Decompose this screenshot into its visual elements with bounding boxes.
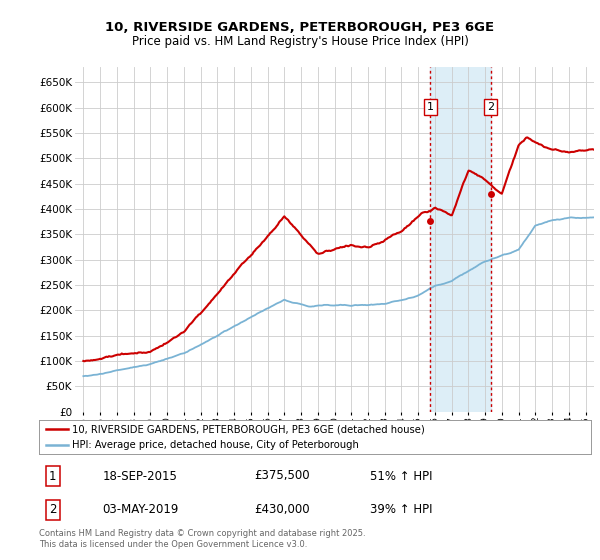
Text: £375,500: £375,500 bbox=[254, 469, 310, 483]
Text: HPI: Average price, detached house, City of Peterborough: HPI: Average price, detached house, City… bbox=[72, 440, 359, 450]
Text: 1: 1 bbox=[427, 102, 434, 112]
Text: 18-SEP-2015: 18-SEP-2015 bbox=[103, 469, 178, 483]
Text: Contains HM Land Registry data © Crown copyright and database right 2025.
This d: Contains HM Land Registry data © Crown c… bbox=[39, 529, 365, 549]
Text: 10, RIVERSIDE GARDENS, PETERBOROUGH, PE3 6GE (detached house): 10, RIVERSIDE GARDENS, PETERBOROUGH, PE3… bbox=[72, 424, 425, 434]
Text: 51% ↑ HPI: 51% ↑ HPI bbox=[370, 469, 433, 483]
Text: £430,000: £430,000 bbox=[254, 503, 310, 516]
Text: 2: 2 bbox=[49, 503, 56, 516]
Text: 2: 2 bbox=[487, 102, 494, 112]
Bar bbox=[430, 67, 491, 412]
Text: Price paid vs. HM Land Registry's House Price Index (HPI): Price paid vs. HM Land Registry's House … bbox=[131, 35, 469, 48]
Text: 39% ↑ HPI: 39% ↑ HPI bbox=[370, 503, 433, 516]
Text: 1: 1 bbox=[49, 469, 56, 483]
Text: 03-MAY-2019: 03-MAY-2019 bbox=[103, 503, 179, 516]
Text: 10, RIVERSIDE GARDENS, PETERBOROUGH, PE3 6GE: 10, RIVERSIDE GARDENS, PETERBOROUGH, PE3… bbox=[106, 21, 494, 34]
